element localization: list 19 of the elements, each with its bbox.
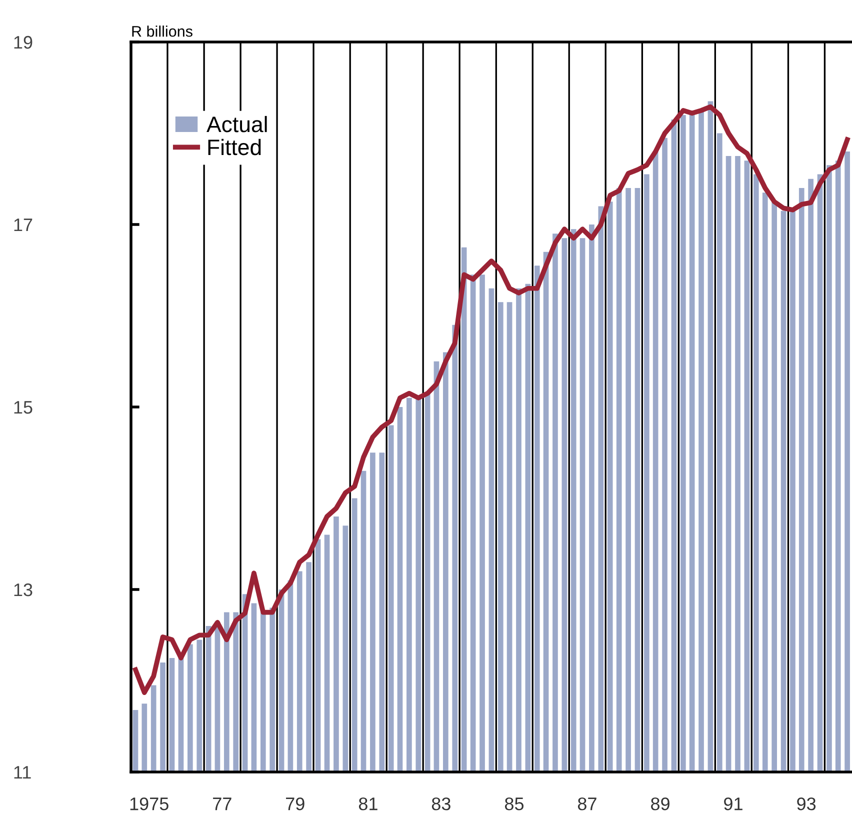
y-tick-label: 17 <box>14 218 32 232</box>
x-tick-label: 87 <box>578 797 596 810</box>
x-tick-label: 85 <box>504 797 524 810</box>
x-tick-label: 77 <box>213 798 232 810</box>
y-tick-label: 19 <box>14 36 32 49</box>
y-tick-label: 11 <box>14 766 31 779</box>
x-tick-label: 1975 <box>130 797 168 810</box>
x-tick-label: 79 <box>286 797 304 810</box>
y-tick-label: 15 <box>14 401 32 414</box>
x-tick-label: 91 <box>724 797 742 810</box>
y-tick-label: 13 <box>14 583 32 596</box>
x-tick-label: 93 <box>797 797 816 810</box>
x-tick-label: 81 <box>358 797 378 810</box>
line-series <box>133 104 850 696</box>
x-tick-label: 83 <box>432 797 450 810</box>
y-axis-title: R billions <box>132 26 192 37</box>
legend-label: Fitted <box>208 138 261 156</box>
legend-label: Actual <box>206 116 267 132</box>
x-tick-label: 89 <box>651 797 670 810</box>
